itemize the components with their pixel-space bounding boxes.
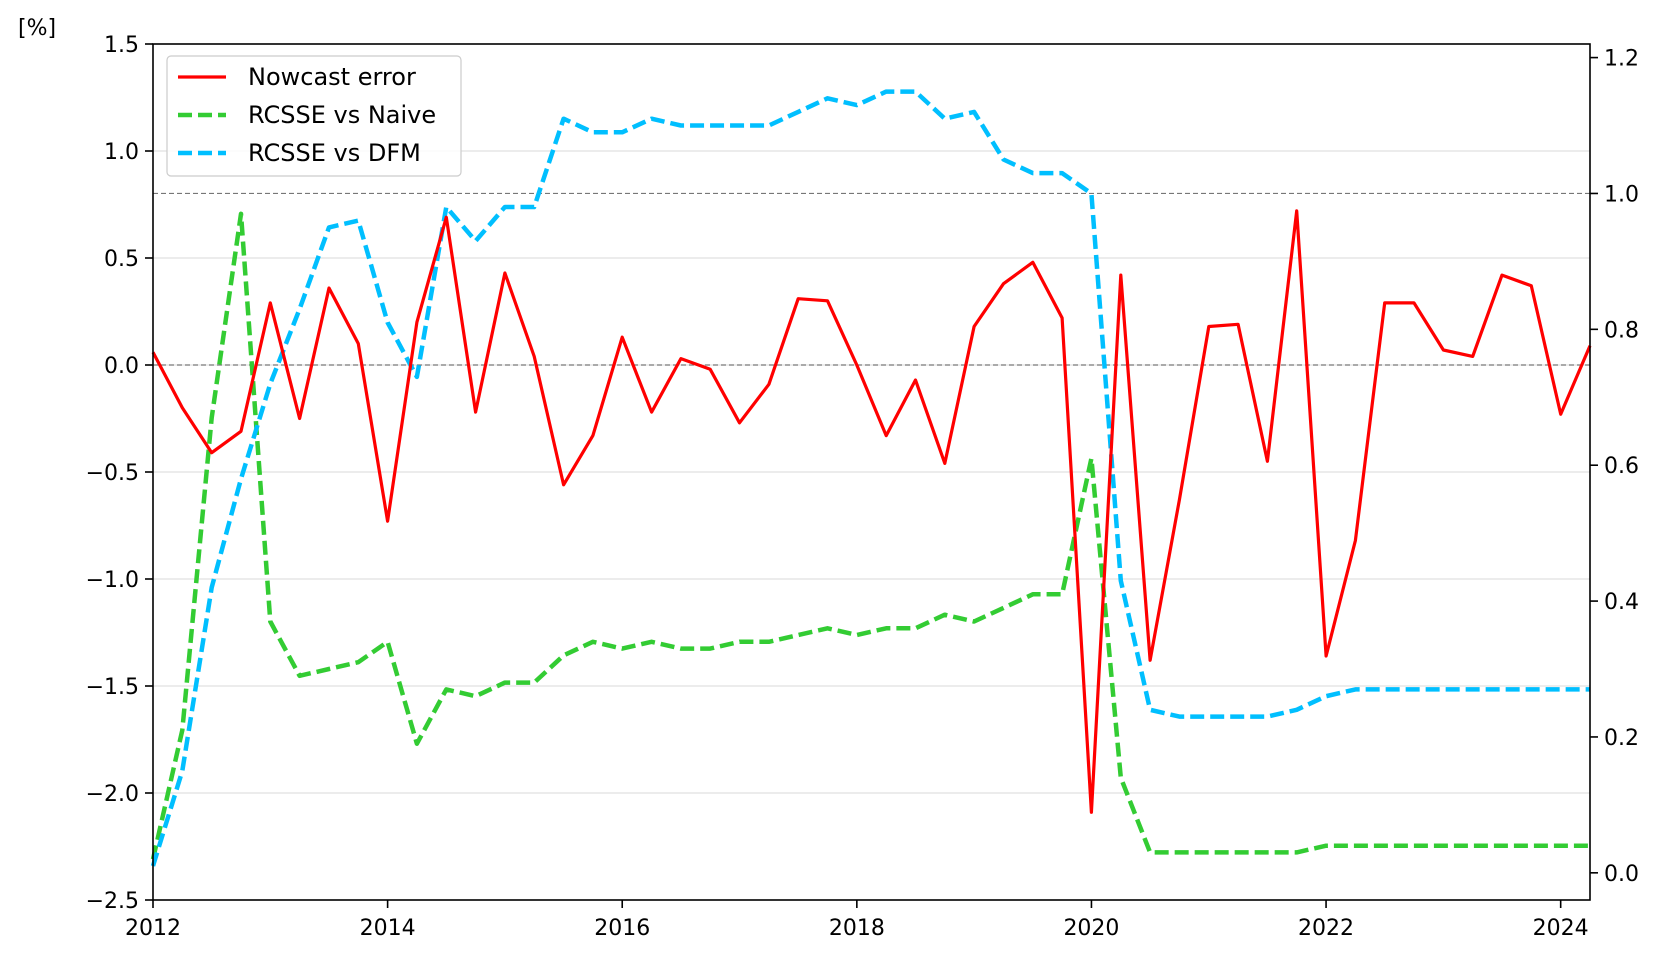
series-layer — [150, 89, 1592, 867]
legend: Nowcast error RCSSE vs Naive RCSSE vs DF… — [166, 55, 462, 177]
y-left-tick-label: −2.0 — [86, 782, 139, 807]
series-line-nowcast-error — [151, 209, 1592, 814]
x-tick-label: 2016 — [594, 916, 650, 941]
series-line-rcsse-vs-naive — [150, 211, 1590, 860]
series-line-rcsse-vs-dfm — [150, 89, 1590, 867]
y-left-tick-label: 1.0 — [104, 140, 139, 165]
axes: 1.5 1.0 0.5 0.0 −0.5 −1.0 −1.5 −2.0 −2.5 1.2 1.0 0.… — [86, 33, 1639, 941]
y-left-tick-label: 0.0 — [104, 354, 139, 379]
y-right-tick-label: 0.6 — [1604, 454, 1639, 479]
y-left-tick-label: −1.5 — [86, 675, 139, 700]
y-left-tick-label: 0.5 — [104, 247, 139, 272]
legend-label-dfm: RCSSE vs DFM — [248, 139, 421, 167]
legend-label-nowcast: Nowcast error — [248, 63, 416, 91]
legend-label-naive: RCSSE vs Naive — [248, 101, 436, 129]
reference-lines — [153, 192, 1590, 366]
y-right-tick-label: 0.8 — [1604, 318, 1639, 343]
y-right-tick-label: 0.0 — [1604, 862, 1639, 887]
y-right-tick-label: 1.0 — [1604, 182, 1639, 207]
x-tick-label: 2020 — [1063, 916, 1119, 941]
x-tick-label: 2022 — [1298, 916, 1354, 941]
y-right-tick-label: 0.2 — [1604, 726, 1639, 751]
y-left-tick-label: −2.5 — [86, 889, 139, 914]
legend-box — [166, 55, 462, 177]
x-tick-label: 2014 — [360, 916, 416, 941]
y-right-tick-label: 1.2 — [1604, 47, 1639, 72]
y-left-tick-label: −1.0 — [86, 568, 139, 593]
x-tick-label: 2012 — [125, 916, 181, 941]
y-unit-label: [%] — [18, 16, 56, 41]
y-left-tick-label: −0.5 — [86, 461, 139, 486]
y-left-tick-label: 1.5 — [104, 33, 139, 58]
y-right-tick-label: 0.4 — [1604, 590, 1639, 615]
x-tick-label: 2018 — [829, 916, 885, 941]
x-tick-label: 2024 — [1533, 916, 1589, 941]
